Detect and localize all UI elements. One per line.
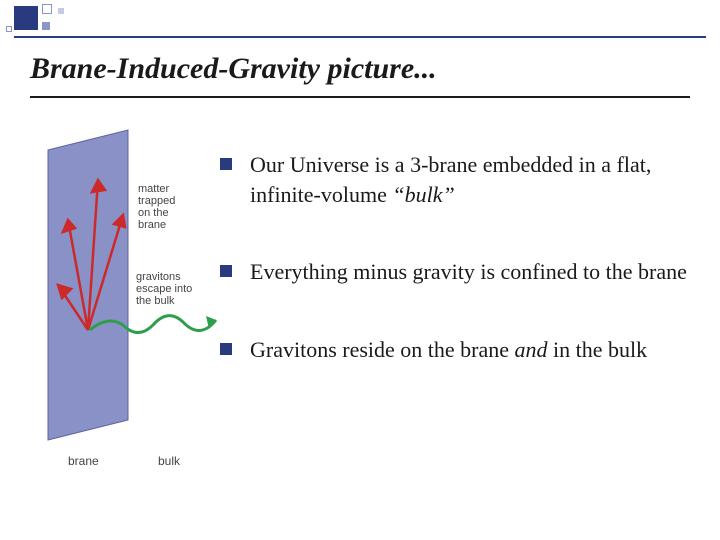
bullet-marker-icon <box>220 265 232 277</box>
bullet-item: Gravitons reside on the brane and in the… <box>220 335 700 365</box>
label-bulk: bulk <box>158 454 181 468</box>
label-brane: brane <box>68 454 99 468</box>
brane-diagram: matter trapped on the brane gravitons es… <box>28 120 228 480</box>
label-gravitons: gravitons escape into the bulk <box>136 271 195 307</box>
bullet-item: Everything minus gravity is confined to … <box>220 257 700 287</box>
label-matter: matter trapped on the brane <box>138 183 178 231</box>
deco-square <box>58 8 64 14</box>
bullet-item: Our Universe is a 3-brane embedded in a … <box>220 150 700 209</box>
deco-square <box>14 6 38 30</box>
bullet-text: Everything minus gravity is confined to … <box>250 257 687 287</box>
deco-square <box>6 26 12 32</box>
bullet-text: Gravitons reside on the brane and in the… <box>250 335 647 365</box>
top-rule <box>14 36 706 38</box>
deco-square <box>42 4 52 14</box>
bullet-text: Our Universe is a 3-brane embedded in a … <box>250 150 700 209</box>
bullet-marker-icon <box>220 158 232 170</box>
bullet-list: Our Universe is a 3-brane embedded in a … <box>220 150 700 413</box>
title-underline <box>30 96 690 98</box>
bullet-marker-icon <box>220 343 232 355</box>
deco-square <box>42 22 50 30</box>
corner-decoration <box>0 0 140 40</box>
diagram-svg: matter trapped on the brane gravitons es… <box>28 120 228 480</box>
slide-title: Brane-Induced-Gravity picture... <box>30 52 690 86</box>
